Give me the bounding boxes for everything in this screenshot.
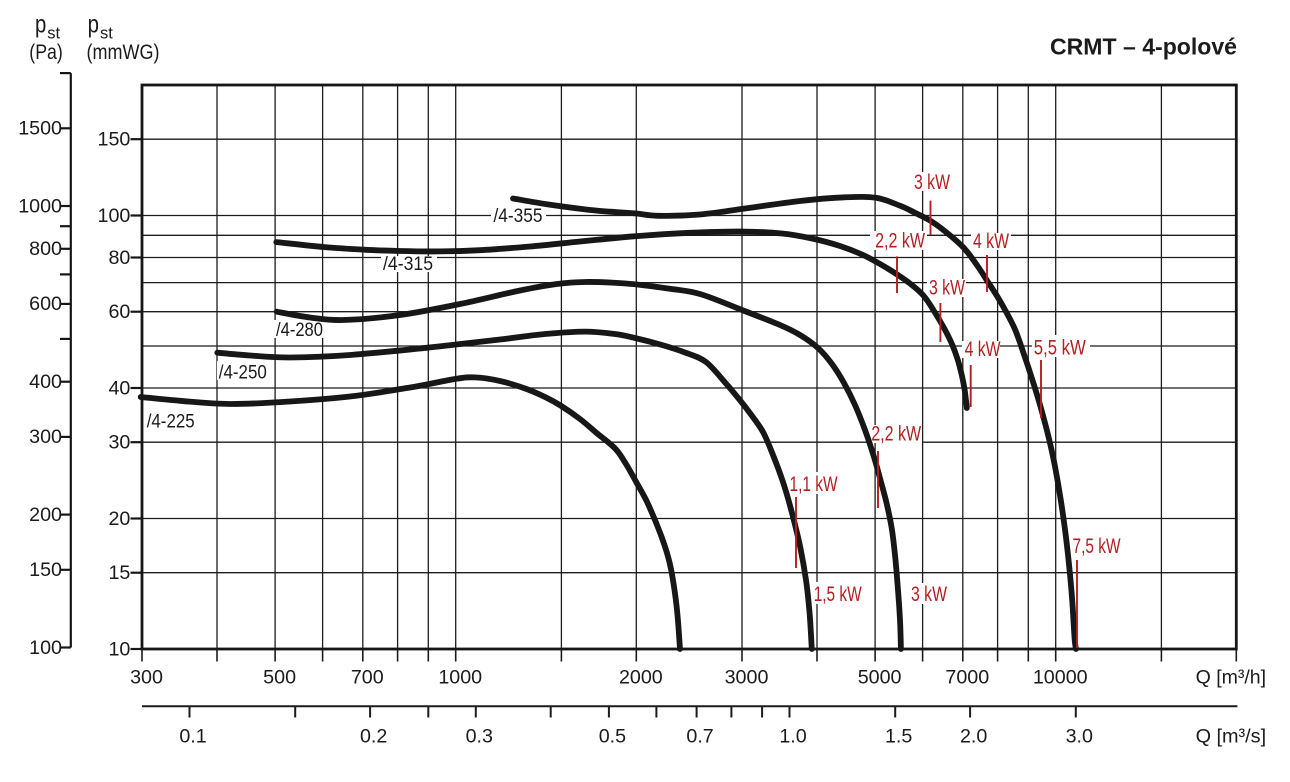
- svg-text:(Pa): (Pa): [29, 41, 63, 64]
- svg-text:500: 500: [263, 667, 296, 689]
- svg-text:Q [m³/h]: Q [m³/h]: [1196, 667, 1267, 689]
- svg-text:1,5 kW: 1,5 kW: [814, 583, 862, 606]
- svg-text:40: 40: [108, 377, 130, 399]
- svg-text:1500: 1500: [18, 118, 62, 140]
- svg-text:3000: 3000: [725, 667, 769, 689]
- svg-text:60: 60: [108, 301, 130, 323]
- svg-text:Q [m³/s]: Q [m³/s]: [1196, 725, 1267, 747]
- svg-text:1.5: 1.5: [885, 725, 912, 747]
- svg-text:1.0: 1.0: [779, 725, 806, 747]
- svg-text:400: 400: [29, 371, 62, 393]
- svg-text:2,2 kW: 2,2 kW: [875, 230, 925, 253]
- svg-text:3.0: 3.0: [1066, 725, 1093, 747]
- svg-text:/4-250: /4-250: [219, 362, 267, 384]
- svg-text:3 kW: 3 kW: [911, 583, 947, 606]
- svg-text:10: 10: [108, 638, 130, 660]
- svg-text:/4-225: /4-225: [147, 410, 195, 432]
- svg-text:2.0: 2.0: [960, 725, 987, 747]
- svg-text:150: 150: [29, 559, 62, 581]
- svg-text:150: 150: [98, 128, 131, 150]
- svg-text:1000: 1000: [438, 667, 482, 689]
- svg-text:100: 100: [29, 637, 62, 659]
- svg-text:0.3: 0.3: [466, 725, 493, 747]
- svg-text:5,5 kW: 5,5 kW: [1034, 337, 1086, 360]
- svg-text:10000: 10000: [1033, 667, 1088, 689]
- svg-text:/4-280: /4-280: [276, 319, 323, 341]
- svg-text:15: 15: [108, 562, 130, 584]
- svg-text:1,1 kW: 1,1 kW: [790, 473, 838, 496]
- svg-text:3 kW: 3 kW: [914, 171, 950, 194]
- svg-text:3 kW: 3 kW: [929, 277, 965, 300]
- svg-text:700: 700: [351, 667, 384, 689]
- svg-text:(mmWG): (mmWG): [87, 41, 160, 64]
- svg-text:0.2: 0.2: [360, 725, 387, 747]
- svg-text:/4-355: /4-355: [494, 205, 543, 227]
- svg-text:5000: 5000: [858, 667, 902, 689]
- svg-text:20: 20: [108, 508, 130, 530]
- svg-text:300: 300: [29, 426, 62, 448]
- svg-text:1000: 1000: [18, 195, 62, 217]
- svg-text:100: 100: [98, 205, 131, 227]
- svg-text:200: 200: [29, 504, 62, 526]
- svg-text:2,2 kW: 2,2 kW: [871, 423, 921, 446]
- svg-text:4 kW: 4 kW: [965, 338, 1001, 361]
- svg-text:0.1: 0.1: [179, 725, 206, 747]
- svg-text:CRMT – 4-polové: CRMT – 4-polové: [1050, 33, 1237, 59]
- svg-text:0.5: 0.5: [599, 725, 626, 747]
- svg-text:80: 80: [108, 247, 130, 269]
- svg-text:st: st: [47, 25, 60, 43]
- svg-text:st: st: [100, 25, 113, 43]
- svg-text:2000: 2000: [619, 667, 663, 689]
- svg-text:7,5 kW: 7,5 kW: [1073, 535, 1121, 558]
- svg-text:0.7: 0.7: [686, 725, 713, 747]
- svg-text:p: p: [88, 10, 99, 38]
- svg-text:800: 800: [29, 238, 62, 260]
- svg-text:4 kW: 4 kW: [973, 230, 1009, 253]
- svg-text:/4-315: /4-315: [383, 253, 433, 275]
- svg-text:600: 600: [29, 293, 62, 315]
- svg-text:30: 30: [108, 431, 130, 453]
- svg-text:7000: 7000: [945, 667, 989, 689]
- svg-text:p: p: [35, 10, 46, 38]
- svg-text:300: 300: [130, 667, 163, 689]
